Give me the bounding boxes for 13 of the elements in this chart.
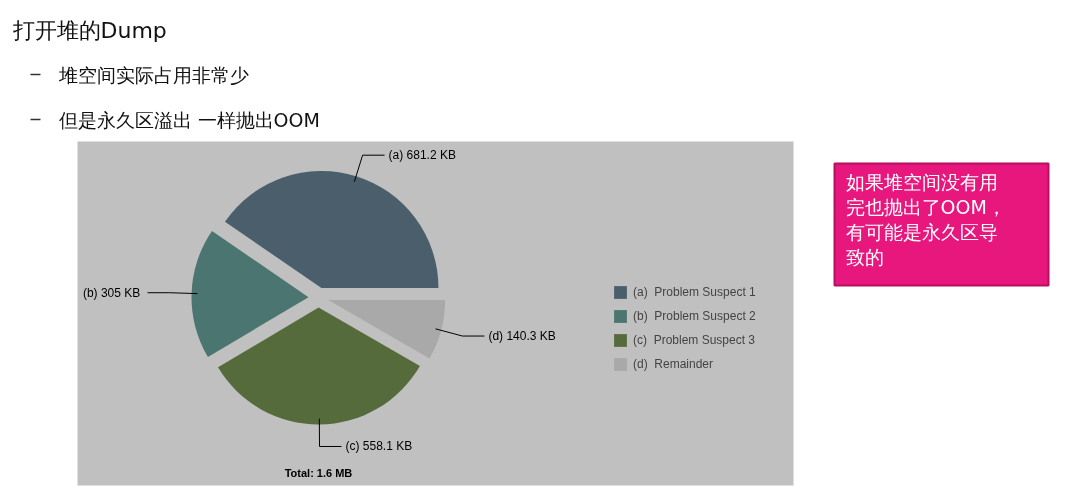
- legend-label: (b) Problem Suspect 2: [633, 308, 756, 324]
- text: Total: 1.6 MB: [284, 466, 353, 479]
- data-label: (a) 681.2 KB: [388, 148, 456, 163]
- chart-title: 打开堆的Dump: [11, 18, 167, 43]
- legend-label: (d) Remainder: [633, 356, 714, 372]
- data-label: (d) 140.3 KB: [488, 329, 556, 344]
- text: 堆空间实际占用非常少: [57, 63, 249, 86]
- data-label: (c) 558.1 KB: [345, 439, 413, 454]
- data-label: (b) 305 KB: [82, 285, 141, 300]
- legend-label: (c) Problem Suspect 3: [633, 332, 756, 348]
- text: 但是永久区溢出 一样抛出OOM: [58, 108, 320, 131]
- legend-label: (a) Problem Suspect 1: [633, 284, 756, 300]
- text: 如果堆空间没有用完也抛出了OOM，有可能是永久区导致的: [845, 170, 1006, 269]
